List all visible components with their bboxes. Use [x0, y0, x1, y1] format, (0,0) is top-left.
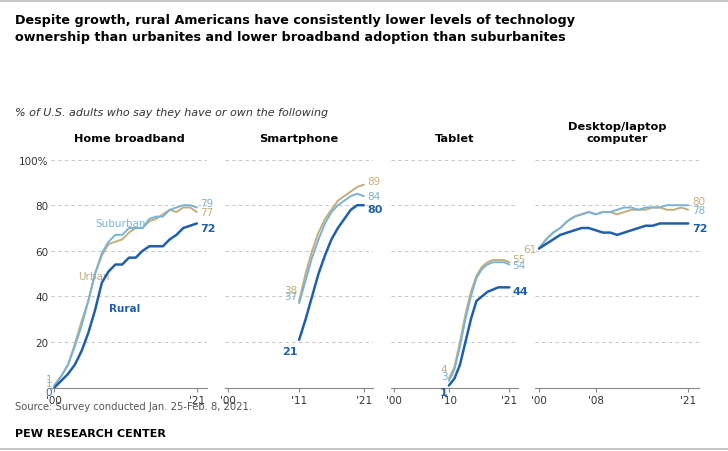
Text: 80: 80: [692, 196, 705, 206]
Text: % of U.S. adults who say they have or own the following: % of U.S. adults who say they have or ow…: [15, 108, 328, 118]
Text: 72: 72: [200, 224, 215, 234]
Text: 21: 21: [282, 346, 297, 356]
Text: 44: 44: [512, 286, 528, 296]
Text: 89: 89: [367, 177, 380, 187]
Text: 0: 0: [46, 387, 52, 397]
Text: 1: 1: [46, 378, 52, 388]
Title: Home broadband: Home broadband: [74, 134, 184, 144]
Title: Smartphone: Smartphone: [259, 134, 339, 144]
Text: 1: 1: [46, 374, 52, 384]
Text: Urban: Urban: [78, 272, 110, 281]
Text: Rural: Rural: [108, 303, 140, 313]
Text: 3: 3: [440, 372, 447, 382]
Text: 1: 1: [440, 387, 447, 397]
Text: Source: Survey conducted Jan. 25-Feb. 8, 2021.: Source: Survey conducted Jan. 25-Feb. 8,…: [15, 401, 252, 411]
Text: 79: 79: [200, 198, 213, 208]
Text: 55: 55: [512, 254, 526, 264]
Text: Suburban: Suburban: [95, 219, 146, 229]
Text: 72: 72: [692, 224, 708, 234]
Title: Desktop/laptop
computer: Desktop/laptop computer: [568, 122, 666, 144]
Text: Despite growth, rural Americans have consistently lower levels of technology
own: Despite growth, rural Americans have con…: [15, 14, 574, 43]
Text: 78: 78: [692, 205, 705, 215]
Text: 54: 54: [512, 260, 526, 270]
Text: 37: 37: [284, 292, 297, 302]
Text: 4: 4: [440, 365, 447, 375]
Text: 77: 77: [200, 207, 213, 217]
Text: 84: 84: [367, 192, 380, 202]
Text: PEW RESEARCH CENTER: PEW RESEARCH CENTER: [15, 428, 165, 438]
Text: 80: 80: [367, 204, 382, 214]
Text: 61: 61: [523, 244, 537, 254]
Title: Tablet: Tablet: [435, 134, 474, 144]
Text: 38: 38: [284, 285, 297, 295]
